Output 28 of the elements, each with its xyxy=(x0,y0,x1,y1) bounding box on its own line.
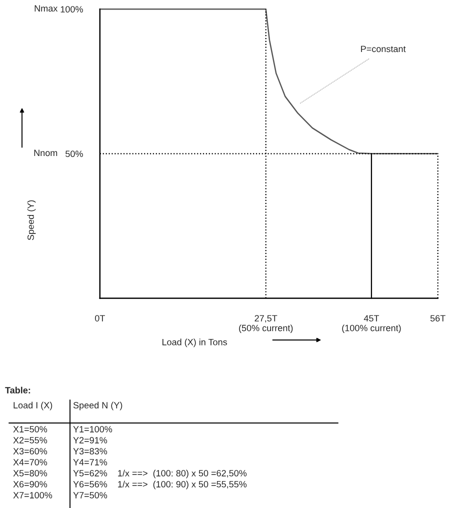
y-tick-label: 50% xyxy=(66,150,83,158)
text: X6=90% xyxy=(13,481,48,488)
text: Y1=100% xyxy=(73,426,112,432)
text: X2=55% xyxy=(13,437,48,444)
text: Table: xyxy=(5,386,30,394)
text: X7=100% xyxy=(13,492,52,498)
text: Y5=62% 1/x ==> (100: 80) x 50 =62,50% xyxy=(73,470,247,478)
text: Y4=71% xyxy=(73,459,108,466)
text: Y6=56% 1/x ==> (100: 90) x 50 =55,55% xyxy=(73,480,247,490)
text: Load I (X) xyxy=(14,402,52,410)
text: X5=80% xyxy=(13,470,48,476)
text: X4=70% xyxy=(13,459,48,466)
y-tick-label: 100% xyxy=(60,6,83,13)
text: Y7=50% xyxy=(73,492,108,498)
text: Y2=91% xyxy=(73,437,108,444)
text: X3=60% xyxy=(13,448,48,454)
y-axis-title: Speed (Y) xyxy=(27,200,36,240)
x-axis-title: Load (X) in Tons xyxy=(162,338,227,348)
x-tick-label: 45T (100% current) xyxy=(342,315,401,333)
x-tick-label: 0T xyxy=(94,315,105,322)
text: Speed N (Y) xyxy=(73,402,122,410)
text: X1=50% xyxy=(13,426,48,432)
x-tick-label: 27,5T (50% current) xyxy=(239,315,293,333)
text: Nmax xyxy=(34,5,58,12)
annotation: P=constant xyxy=(361,46,406,52)
text: Y3=83% xyxy=(73,448,108,454)
x-tick-label: 56T xyxy=(430,315,446,322)
text: Nnom xyxy=(34,150,58,156)
